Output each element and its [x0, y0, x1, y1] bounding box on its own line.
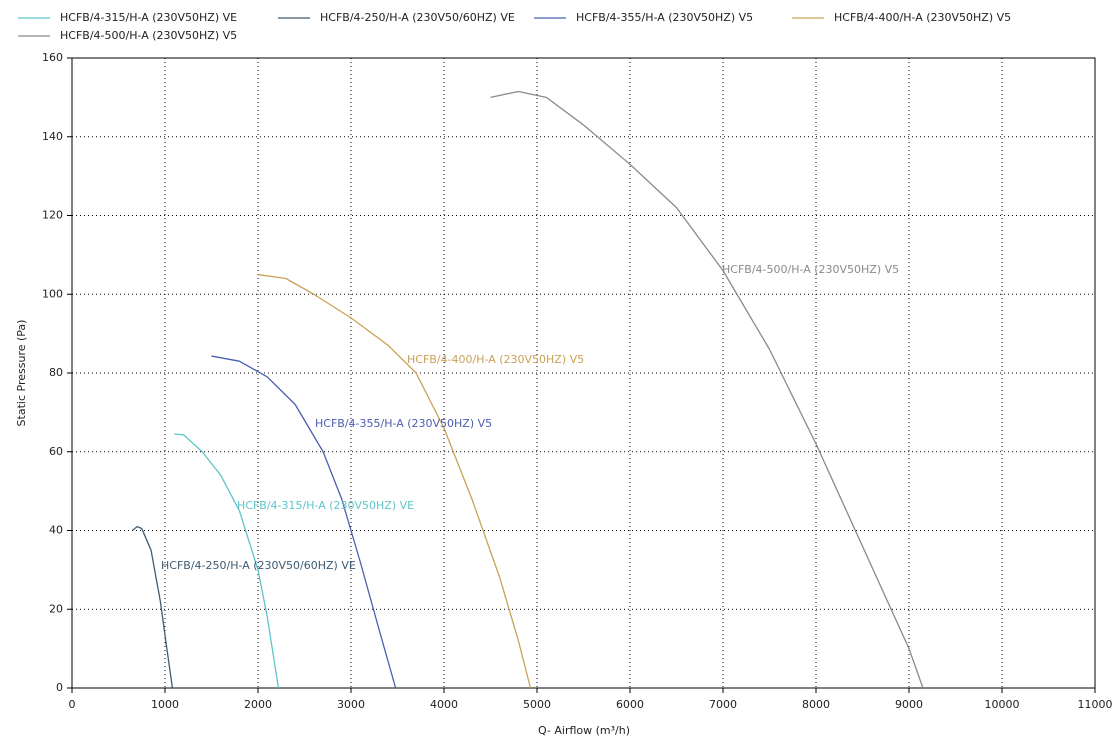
y-axis-label: Static Pressure (Pa) [15, 320, 28, 427]
x-tick-label: 4000 [430, 698, 458, 711]
y-tick-label: 20 [49, 602, 63, 615]
series-line [132, 525, 174, 689]
y-tick-label: 160 [42, 51, 63, 64]
x-tick-label: 6000 [616, 698, 644, 711]
y-tick-label: 40 [49, 524, 63, 537]
y-tick-label: 140 [42, 130, 63, 143]
series-line [211, 355, 397, 689]
x-tick-label: 1000 [151, 698, 179, 711]
y-tick-label: 0 [56, 681, 63, 694]
x-tick-label: 8000 [802, 698, 830, 711]
y-tick-label: 80 [49, 366, 63, 379]
y-tick-label: 100 [42, 287, 63, 300]
legend-label: HCFB/4-500/H-A (230V50HZ) V5 [60, 29, 237, 42]
x-tick-label: 10000 [985, 698, 1020, 711]
curve-label: HCFB/4-355/H-A (230V50HZ) V5 [315, 417, 492, 430]
y-tick-label: 60 [49, 445, 63, 458]
x-tick-label: 9000 [895, 698, 923, 711]
x-tick-label: 5000 [523, 698, 551, 711]
series-line [174, 433, 280, 689]
x-tick-label: 0 [69, 698, 76, 711]
curve-label: HCFB/4-315/H-A (230V50HZ) VE [237, 499, 414, 512]
legend-label: HCFB/4-250/H-A (230V50/60HZ) VE [320, 11, 515, 24]
legend-label: HCFB/4-355/H-A (230V50HZ) V5 [576, 11, 753, 24]
x-tick-label: 7000 [709, 698, 737, 711]
curve-label: HCFB/4-500/H-A (230V50HZ) V5 [722, 263, 899, 276]
curve-label: HCFB/4-250/H-A (230V50/60HZ) VE [161, 559, 356, 572]
plot-frame [71, 57, 1096, 689]
x-axis-label: Q- Airflow (m³/h) [538, 724, 630, 737]
x-tick-label: 2000 [244, 698, 272, 711]
legend-label: HCFB/4-400/H-A (230V50HZ) V5 [834, 11, 1011, 24]
legend-label: HCFB/4-315/H-A (230V50HZ) VE [60, 11, 237, 24]
y-tick-label: 120 [42, 209, 63, 222]
series-line [257, 273, 532, 689]
series-line [490, 90, 924, 689]
x-tick-label: 3000 [337, 698, 365, 711]
curve-label: HCFB/4-400/H-A (230V50HZ) V5 [407, 353, 584, 366]
x-tick-label: 11000 [1078, 698, 1113, 711]
